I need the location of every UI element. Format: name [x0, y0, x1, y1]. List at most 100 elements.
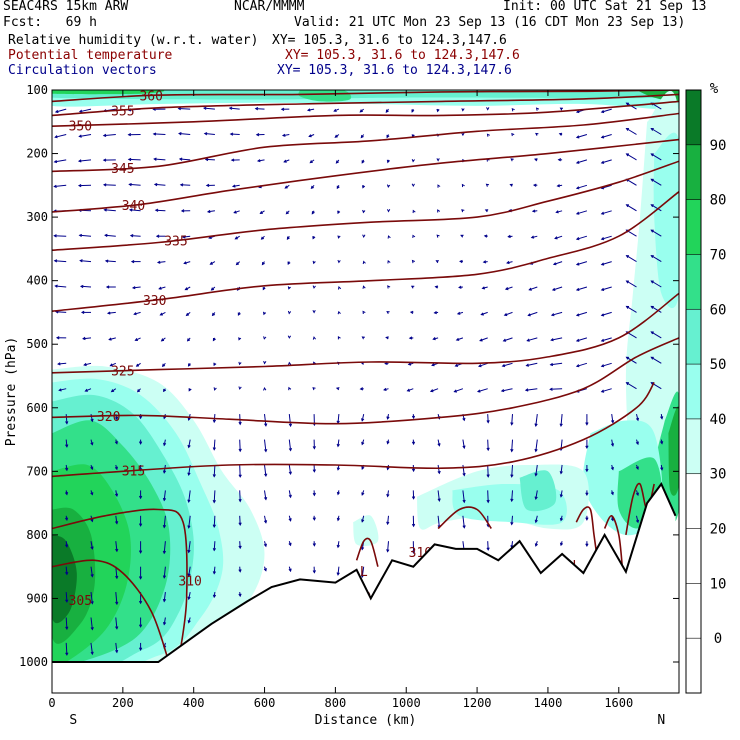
- vector-head-298: [411, 468, 416, 473]
- vector-147: [213, 515, 216, 527]
- vector-0: [55, 108, 67, 113]
- vector-467: [651, 255, 662, 263]
- vector-7: [55, 285, 67, 288]
- vector-69: [129, 183, 141, 186]
- vector-317: [437, 490, 440, 501]
- y-tick-label-200: 200: [26, 147, 48, 161]
- theta-contour-360: [52, 90, 679, 103]
- vector-head-2: [53, 159, 58, 164]
- theta-label-320: 320: [97, 410, 120, 425]
- vector-12: [65, 414, 68, 424]
- vector-head-204: [288, 471, 292, 476]
- vector-428: [601, 134, 612, 138]
- vector-head-441: [610, 466, 614, 471]
- vector-head-350: [486, 447, 490, 452]
- vector-71: [130, 235, 141, 237]
- y-tick-label-100: 100: [26, 83, 48, 97]
- vector-head-53: [108, 337, 112, 341]
- vector-head-42: [90, 627, 94, 631]
- vector-head-392: [558, 132, 563, 136]
- vector-43: [90, 642, 93, 655]
- vector-head-388: [534, 496, 538, 501]
- vector-70: [129, 209, 141, 212]
- theta-contour-345: [52, 112, 679, 173]
- vector-head-143: [212, 419, 217, 424]
- vector-head-144: [212, 447, 216, 451]
- vector-head-335: [462, 525, 466, 529]
- vector-head-210: [308, 134, 312, 138]
- vector-head-408: [559, 542, 564, 547]
- colorbar-tick-label-30: 30: [710, 467, 727, 483]
- vector-head-457: [635, 441, 639, 446]
- theta-label-350: 350: [69, 119, 92, 134]
- vector-171: [255, 108, 265, 110]
- vector-head-181: [263, 360, 267, 365]
- vector-head-280: [386, 466, 390, 471]
- colorbar-tick-label-40: 40: [710, 412, 727, 428]
- vector-head-92: [154, 208, 159, 212]
- vector-head-58: [114, 466, 118, 471]
- vector-399: [551, 311, 563, 316]
- vector-head-389: [534, 519, 538, 524]
- y-axis-label: Pressure (hPa): [4, 337, 19, 447]
- vector-436: [601, 337, 612, 342]
- vector-head-73: [131, 286, 136, 290]
- vector-head-274: [386, 311, 390, 314]
- colorbar-bin-7: [686, 90, 701, 145]
- vector-head-334: [462, 499, 466, 504]
- vector-head-406: [559, 494, 563, 498]
- vector-head-151: [228, 106, 233, 110]
- vector-head-354: [486, 547, 490, 551]
- vector-head-410: [575, 135, 580, 139]
- vector-154: [232, 184, 240, 187]
- colorbar-tick-label-70: 70: [710, 247, 727, 263]
- vector-head-315: [437, 443, 441, 447]
- vector-396: [554, 235, 563, 239]
- vector-head-351: [486, 474, 490, 478]
- y-tick-label-600: 600: [26, 401, 48, 415]
- vector-397: [553, 261, 563, 265]
- vector-246: [337, 566, 340, 575]
- vector-head-344: [481, 286, 486, 290]
- vector-head-152: [229, 132, 234, 136]
- vector-259: [361, 413, 365, 421]
- vector-head-110: [177, 106, 182, 111]
- x-tick-label-800: 800: [325, 696, 347, 710]
- vector-head-265: [360, 574, 365, 579]
- vector-364: [503, 337, 513, 342]
- vector-head-455: [625, 382, 630, 386]
- vector-head-196: [287, 261, 291, 266]
- vector-head-216: [312, 285, 316, 289]
- vector-head-224: [312, 492, 316, 497]
- vector-head-57: [114, 441, 118, 445]
- vector-head-377: [531, 209, 536, 213]
- vector-head-297: [411, 441, 416, 446]
- vector-head-312: [431, 363, 435, 367]
- vector-11: [59, 388, 67, 391]
- vector-165: [239, 464, 241, 477]
- vector-107: [163, 592, 166, 602]
- vector-112: [179, 158, 191, 161]
- vector-head-185: [264, 473, 268, 478]
- vector-head-114: [180, 209, 185, 213]
- theta-local-label-0: L: [360, 565, 368, 580]
- vector-370: [511, 490, 513, 502]
- vector-head-21: [65, 652, 69, 656]
- vector-head-232: [337, 210, 341, 215]
- vector-head-234: [337, 259, 341, 264]
- vector-head-126: [187, 525, 191, 529]
- vector-head-167: [238, 522, 242, 527]
- vector-head-160: [238, 337, 242, 341]
- vector-head-36: [90, 466, 94, 471]
- vector-head-171: [254, 107, 259, 111]
- y-tick-label-300: 300: [26, 210, 48, 224]
- vector-head-316: [437, 470, 441, 475]
- vector-head-349: [486, 420, 490, 424]
- vector-head-15: [64, 491, 69, 496]
- vector-152: [230, 133, 240, 135]
- vector-head-432: [600, 237, 605, 241]
- vector-head-139: [211, 312, 216, 317]
- vector-head-94: [156, 260, 161, 264]
- vector-head-154: [231, 184, 236, 188]
- vector-head-305: [437, 184, 441, 188]
